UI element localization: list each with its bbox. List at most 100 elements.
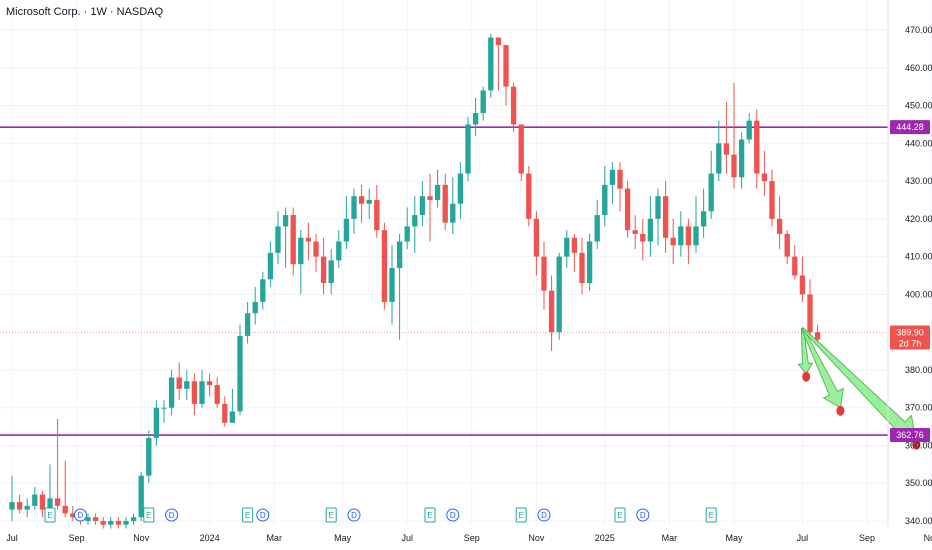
candle[interactable] bbox=[495, 37, 502, 91]
candle[interactable] bbox=[9, 475, 15, 521]
candle[interactable] bbox=[533, 211, 540, 276]
candle[interactable] bbox=[579, 237, 585, 295]
candle[interactable] bbox=[328, 249, 334, 295]
candle[interactable] bbox=[24, 498, 30, 518]
candle[interactable] bbox=[267, 241, 274, 287]
candle[interactable] bbox=[39, 490, 46, 518]
earnings-marker[interactable]: E bbox=[424, 507, 436, 523]
dividend-marker[interactable]: D bbox=[446, 508, 460, 522]
earnings-marker[interactable]: E bbox=[614, 507, 626, 523]
candle[interactable] bbox=[32, 487, 38, 510]
candle[interactable] bbox=[404, 207, 410, 250]
candle[interactable] bbox=[564, 230, 570, 268]
candle[interactable] bbox=[434, 169, 441, 208]
candle[interactable] bbox=[510, 82, 517, 132]
candle[interactable] bbox=[670, 218, 676, 265]
candle[interactable] bbox=[640, 218, 646, 261]
candle[interactable] bbox=[419, 181, 426, 227]
dividend-marker[interactable]: D bbox=[347, 508, 361, 522]
candle[interactable] bbox=[541, 241, 547, 310]
candle[interactable] bbox=[799, 256, 806, 302]
candle[interactable] bbox=[47, 464, 53, 514]
candle[interactable] bbox=[761, 150, 768, 197]
candle[interactable] bbox=[260, 271, 266, 310]
candle[interactable] bbox=[427, 173, 433, 242]
earnings-marker[interactable]: E bbox=[325, 507, 337, 523]
candle[interactable] bbox=[807, 279, 813, 336]
candle[interactable] bbox=[594, 199, 600, 250]
candle[interactable] bbox=[358, 184, 365, 223]
candle[interactable] bbox=[366, 188, 372, 219]
candle[interactable] bbox=[442, 173, 448, 231]
candle[interactable] bbox=[305, 222, 312, 261]
candle[interactable] bbox=[655, 188, 661, 246]
candle[interactable] bbox=[290, 207, 296, 276]
candle[interactable] bbox=[176, 362, 182, 401]
candle[interactable] bbox=[518, 124, 524, 182]
candle[interactable] bbox=[138, 471, 144, 521]
candle[interactable] bbox=[70, 505, 76, 521]
candle[interactable] bbox=[62, 460, 68, 518]
candle[interactable] bbox=[678, 211, 684, 257]
candle[interactable] bbox=[381, 222, 388, 310]
candle[interactable] bbox=[465, 116, 471, 182]
candle[interactable] bbox=[351, 188, 357, 234]
candle[interactable] bbox=[716, 120, 722, 182]
price-axis[interactable]: 470.00 460.00 450.00 440.00 430.00 420.00 410.… bbox=[890, 25, 932, 526]
time-axis[interactable]: Jul Sep Nov 2024 Mar May Jul Sep Nov 2025 Mar May Ju… bbox=[6, 533, 932, 543]
candle[interactable] bbox=[54, 419, 61, 510]
candle[interactable] bbox=[343, 196, 350, 250]
candle[interactable] bbox=[191, 373, 198, 416]
candle[interactable] bbox=[571, 233, 578, 272]
candle[interactable] bbox=[320, 237, 327, 295]
candle[interactable] bbox=[548, 275, 555, 352]
candle[interactable] bbox=[624, 181, 631, 238]
candle[interactable] bbox=[184, 369, 190, 401]
event-markers[interactable]: EDEDEDEDEDEDEDEE bbox=[44, 507, 932, 523]
candle[interactable] bbox=[602, 165, 608, 227]
level-lines[interactable] bbox=[0, 126, 888, 436]
candle[interactable] bbox=[108, 517, 114, 529]
candle[interactable] bbox=[244, 301, 251, 344]
candle[interactable] bbox=[457, 162, 464, 219]
candle[interactable] bbox=[723, 101, 730, 174]
candle[interactable] bbox=[313, 233, 319, 272]
dividend-marker[interactable]: D bbox=[537, 508, 551, 522]
candle[interactable] bbox=[146, 430, 152, 484]
candle[interactable] bbox=[700, 188, 707, 238]
earnings-marker[interactable]: E bbox=[44, 507, 56, 523]
candle[interactable] bbox=[450, 177, 456, 234]
candle[interactable] bbox=[206, 373, 213, 397]
candle[interactable] bbox=[746, 113, 752, 144]
candle[interactable] bbox=[237, 324, 243, 416]
dividend-marker[interactable]: D bbox=[165, 508, 179, 522]
candle[interactable] bbox=[161, 400, 167, 423]
candle[interactable] bbox=[617, 162, 623, 212]
candle[interactable] bbox=[472, 97, 479, 136]
candle[interactable] bbox=[222, 396, 228, 427]
candle[interactable] bbox=[16, 494, 23, 514]
candle[interactable] bbox=[662, 181, 669, 253]
candle[interactable] bbox=[396, 233, 403, 340]
candle[interactable] bbox=[130, 513, 137, 525]
candle[interactable] bbox=[85, 513, 91, 525]
candle[interactable] bbox=[92, 513, 99, 525]
candle[interactable] bbox=[374, 184, 380, 238]
candle[interactable] bbox=[784, 230, 790, 265]
candle[interactable] bbox=[647, 196, 654, 257]
candle[interactable] bbox=[123, 517, 129, 529]
candles[interactable] bbox=[9, 33, 821, 529]
candle[interactable] bbox=[632, 215, 638, 250]
candle[interactable] bbox=[199, 369, 205, 408]
candle[interactable] bbox=[738, 131, 745, 189]
earnings-marker[interactable]: E bbox=[705, 507, 717, 523]
candle[interactable] bbox=[792, 245, 798, 280]
candle[interactable] bbox=[708, 150, 714, 219]
candle[interactable] bbox=[586, 233, 593, 291]
candle[interactable] bbox=[693, 196, 699, 253]
candle[interactable] bbox=[275, 211, 281, 265]
candle[interactable] bbox=[168, 369, 175, 416]
candle[interactable] bbox=[100, 517, 106, 529]
dividend-marker[interactable]: D bbox=[73, 508, 87, 522]
